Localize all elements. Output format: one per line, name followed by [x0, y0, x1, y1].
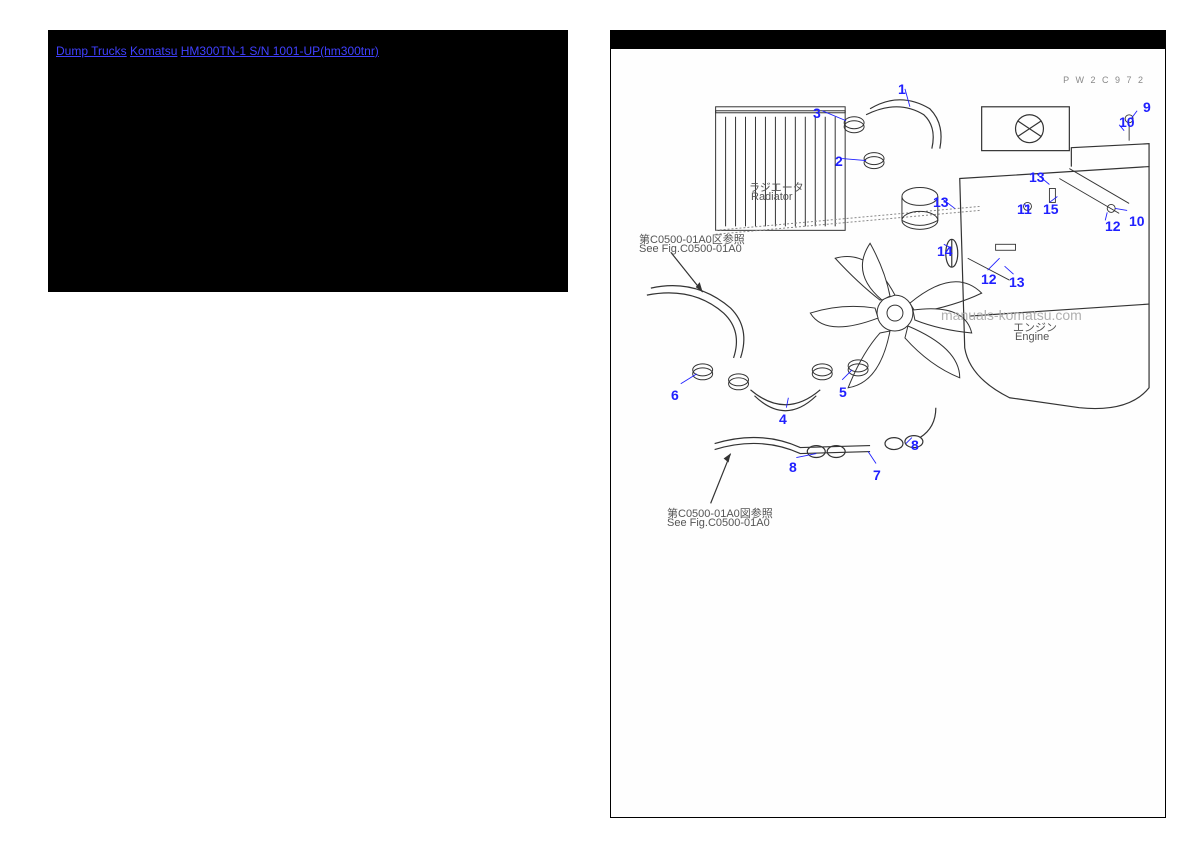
- callout-number: 13: [1029, 169, 1045, 185]
- callout-number: 7: [873, 467, 881, 483]
- callout-number: 5: [839, 384, 847, 400]
- callout-number: 4: [779, 411, 787, 427]
- breadcrumb-segment-1[interactable]: Dump Trucks: [56, 44, 127, 58]
- callout-number: 12: [1105, 218, 1121, 234]
- callout-number: 2: [835, 153, 843, 169]
- callout-number: 3: [813, 105, 821, 121]
- watermark: manuals-komatsu.com: [941, 307, 1082, 323]
- callout-number: 14: [937, 243, 953, 259]
- callout-number: 6: [671, 387, 679, 403]
- diagram-header: [611, 31, 1165, 49]
- label-radiator-en: Radiator: [751, 191, 793, 203]
- diagram-panel: P W 2 C 9 7 2: [610, 30, 1166, 818]
- callout-number: 1: [898, 81, 906, 97]
- label-engine-en: Engine: [1015, 331, 1049, 343]
- breadcrumb-segment-3[interactable]: HM300TN-1 S/N 1001-UP(hm300tnr): [181, 44, 379, 58]
- callout-number: 11: [1017, 201, 1032, 217]
- parts-diagram-svg: [611, 49, 1165, 817]
- breadcrumb-panel: Dump Trucks Komatsu HM300TN-1 S/N 1001-U…: [48, 30, 568, 292]
- callout-number: 10: [1119, 114, 1135, 130]
- callout-number: 13: [933, 194, 949, 210]
- callout-number: 10: [1129, 213, 1145, 229]
- callout-number: 12: [981, 271, 997, 287]
- callout-number: 8: [911, 437, 919, 453]
- label-ref1-en: See Fig.C0500-01A0: [639, 243, 742, 255]
- callout-number: 15: [1043, 201, 1059, 217]
- callout-number: 9: [1143, 99, 1151, 115]
- label-ref2-en: See Fig.C0500-01A0: [667, 517, 770, 529]
- breadcrumb-segment-2[interactable]: Komatsu: [130, 44, 177, 58]
- callout-number: 13: [1009, 274, 1025, 290]
- diagram-area: P W 2 C 9 7 2: [611, 49, 1165, 817]
- callout-number: 8: [789, 459, 797, 475]
